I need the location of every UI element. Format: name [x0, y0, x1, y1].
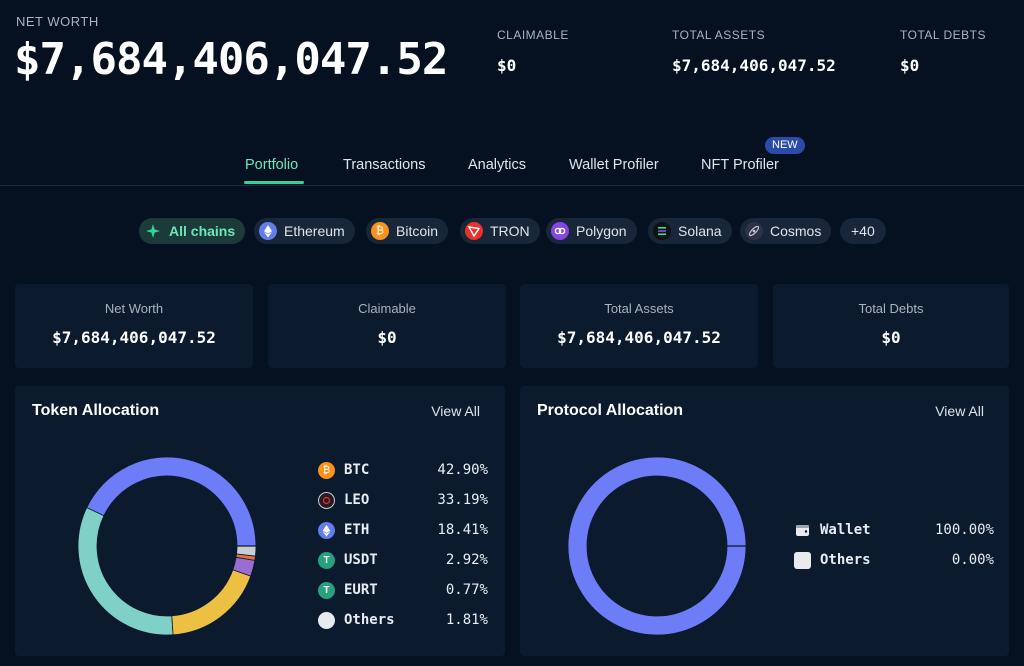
token-view-all-link[interactable]: View All — [431, 403, 480, 419]
summary-card-claimable: Claimable $0 — [268, 284, 506, 368]
chain-all-chains[interactable]: All chains — [139, 218, 246, 244]
token-allocation-panel: Token Allocation View All ₿ BTC 42.90% L… — [15, 386, 505, 656]
tab-wallet-profiler[interactable]: Wallet Profiler — [569, 157, 659, 173]
summary-card-total-assets: Total Assets $7,684,406,047.52 — [520, 284, 758, 368]
total-debts-value: $0 — [900, 56, 920, 75]
card-label: Total Debts — [858, 301, 924, 316]
legend-name: Wallet — [820, 522, 871, 538]
donut-segment-leo[interactable] — [77, 507, 174, 636]
chain-polygon[interactable]: Polygon — [546, 218, 637, 244]
legend-name: BTC — [344, 462, 370, 478]
net-worth-label: NET WORTH — [16, 14, 99, 29]
tab-analytics[interactable]: Analytics — [468, 157, 527, 173]
claimable-value: $0 — [497, 56, 517, 75]
claimable-stat: CLAIMABLE $0 — [497, 28, 569, 75]
card-label: Net Worth — [104, 301, 164, 316]
tab-portfolio[interactable]: Portfolio — [245, 157, 299, 173]
active-tab-indicator — [244, 181, 304, 184]
legend-name: LEO — [344, 492, 370, 508]
chain-cosmos[interactable]: Cosmos — [740, 218, 832, 244]
card-label: Total Assets — [604, 301, 674, 316]
donut-segment-wallet[interactable] — [567, 456, 747, 636]
summary-card-net-worth: Net Worth $7,684,406,047.52 — [15, 284, 253, 368]
chain-label: TRON — [490, 223, 530, 239]
total-debts-label: TOTAL DEBTS — [900, 28, 986, 42]
chain-solana[interactable]: Solana — [648, 218, 732, 244]
legend-name: EURT — [344, 582, 378, 598]
legend-item-others: Others 0.00% — [794, 550, 994, 570]
chain-more[interactable]: +40 — [840, 218, 886, 244]
bitcoin-icon: ₿ — [371, 222, 389, 240]
chain-label: Solana — [678, 223, 722, 239]
token-allocation-donut — [77, 456, 257, 636]
total-debts-stat: TOTAL DEBTS $0 — [900, 28, 986, 75]
card-label: Claimable — [358, 301, 416, 316]
chain-label: Polygon — [576, 223, 627, 239]
legend-percent: 42.90% — [437, 462, 488, 478]
legend-item-wallet: Wallet 100.00% — [794, 520, 994, 540]
legend-item-others: Others 1.81% — [318, 610, 488, 630]
chain-label: Cosmos — [770, 223, 822, 239]
chain-bitcoin[interactable]: ₿ Bitcoin — [366, 218, 449, 244]
solana-icon — [653, 222, 671, 240]
wallet-icon — [794, 522, 811, 539]
total-assets-label: TOTAL ASSETS — [672, 28, 766, 42]
legend-percent: 33.19% — [437, 492, 488, 508]
cosmos-icon — [745, 222, 763, 240]
protocol-view-all-link[interactable]: View All — [935, 403, 984, 419]
chain-ethereum[interactable]: Ethereum — [254, 218, 355, 244]
legend-item-leo: LEO 33.19% — [318, 490, 488, 510]
legend-name: USDT — [344, 552, 378, 568]
claimable-label: CLAIMABLE — [497, 28, 569, 42]
protocol-allocation-donut — [567, 456, 747, 636]
summary-card-total-debts: Total Debts $0 — [773, 284, 1009, 368]
donut-segment-others[interactable] — [236, 545, 257, 557]
protocol-allocation-title: Protocol Allocation — [537, 402, 684, 419]
legend-item-eth: ETH 18.41% — [318, 520, 488, 540]
others-icon — [318, 611, 335, 629]
ethereum-icon — [259, 222, 277, 240]
legend-name: Others — [820, 552, 871, 568]
legend-percent: 0.00% — [951, 552, 994, 568]
legend-percent: 2.92% — [445, 552, 488, 568]
legend-percent: 100.00% — [934, 522, 994, 538]
donut-segment-btc[interactable] — [86, 456, 257, 547]
card-value: $7,684,406,047.52 — [557, 328, 721, 347]
tether-icon: T — [318, 551, 335, 569]
tether-icon: T — [318, 581, 335, 599]
legend-percent: 0.77% — [445, 582, 488, 598]
legend-item-btc: ₿ BTC 42.90% — [318, 460, 488, 480]
bitcoin-icon: ₿ — [318, 461, 335, 479]
legend-percent: 1.81% — [445, 612, 488, 628]
card-value: $0 — [881, 328, 901, 347]
total-assets-stat: TOTAL ASSETS $7,684,406,047.52 — [672, 28, 836, 75]
chain-label: Bitcoin — [396, 223, 439, 239]
main-tabs: Portfolio Transactions Analytics Wallet … — [0, 140, 1024, 186]
legend-item-eurt: T EURT 0.77% — [318, 580, 488, 600]
net-worth-value: $7,684,406,047.52 — [14, 34, 448, 85]
tab-transactions[interactable]: Transactions — [343, 157, 426, 173]
legend-name: ETH — [344, 522, 370, 538]
new-badge: NEW — [765, 137, 805, 154]
legend-item-usdt: T USDT 2.92% — [318, 550, 488, 570]
protocol-allocation-panel: Protocol Allocation View All Wallet 100.… — [520, 386, 1009, 656]
card-value: $7,684,406,047.52 — [52, 328, 216, 347]
chain-label: Ethereum — [284, 223, 345, 239]
legend-percent: 18.41% — [437, 522, 488, 538]
tron-icon — [465, 222, 483, 240]
leo-icon — [318, 491, 335, 509]
token-allocation-title: Token Allocation — [32, 402, 160, 419]
polygon-icon — [551, 222, 569, 240]
ethereum-icon — [318, 521, 335, 539]
chain-label: All chains — [169, 223, 236, 239]
others-icon — [794, 551, 811, 569]
donut-segment-eth[interactable] — [171, 569, 252, 636]
tab-nft-profiler[interactable]: NFT Profiler — [701, 157, 779, 173]
chain-tron[interactable]: TRON — [460, 218, 540, 244]
total-assets-value: $7,684,406,047.52 — [672, 56, 836, 75]
legend-name: Others — [344, 612, 395, 628]
card-value: $0 — [377, 328, 397, 347]
all-chains-icon — [144, 222, 162, 240]
